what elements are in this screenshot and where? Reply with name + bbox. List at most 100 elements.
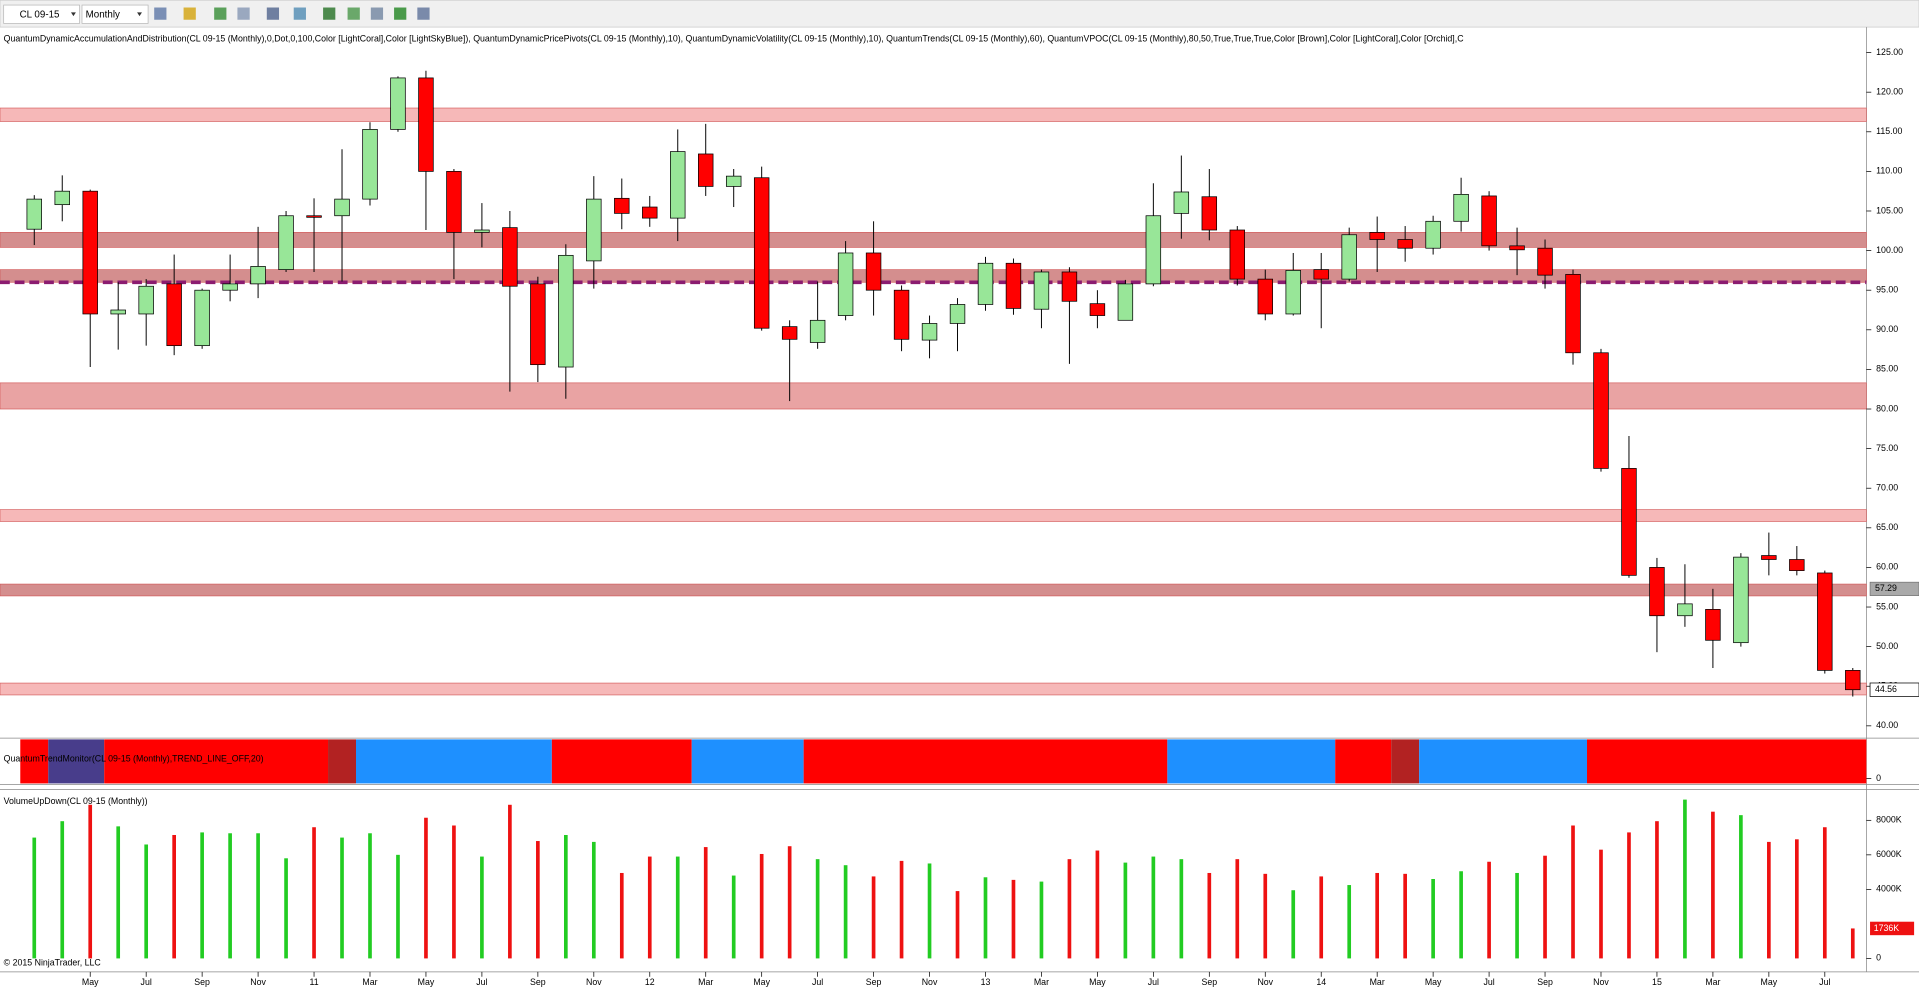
trend-segment [803,739,1168,784]
volume-bar [452,825,456,959]
candle-body [809,319,826,343]
volume-bar [1599,849,1603,959]
candle-body [1201,196,1218,231]
x-tick-label: Jul [141,977,152,987]
candle-body [194,289,210,347]
trend-panel-title: QuantumTrendMonitor(CL 09-15 (Monthly),T… [4,753,264,763]
candle-body [1705,609,1721,641]
tool-icon[interactable] [347,7,360,20]
price-marker-label: 57.29 [1875,583,1897,593]
y-tick-label: 6000K [1876,849,1902,859]
tool-icon[interactable] [394,7,407,20]
y-tick-label: 40.00 [1876,720,1898,730]
candle-body [614,197,630,214]
trend-monitor [20,739,1867,784]
volume-bar [32,837,37,959]
volume-bar [759,853,764,959]
tool-icon[interactable] [323,7,336,20]
candle-body [1621,468,1637,576]
candle-body [418,77,434,172]
instrument[interactable]: CL 09-15 [20,9,60,20]
price-zone [0,382,1867,410]
volume-bar [256,833,260,959]
trend-segment [1391,739,1420,784]
price-zone [0,682,1867,696]
volume-bar [396,854,400,959]
volume-bar [1179,859,1184,959]
volume-bar [480,856,484,959]
volume [32,799,1855,959]
candle-body [1089,303,1106,316]
volume-bar [1207,872,1212,959]
volume-bar [1487,861,1491,959]
x-tick-label: Mar [1034,977,1049,987]
candle-body [1369,232,1385,240]
trend-segment [48,739,105,784]
candle-body [250,266,266,285]
x-tick-label: Mar [698,977,713,987]
tool-icon[interactable] [370,7,384,20]
volume-bar [1711,811,1715,959]
volume-bar [703,847,708,959]
y-tick-label: 75.00 [1876,443,1898,453]
y-tick-label: 90.00 [1876,324,1898,334]
candle-body [1761,555,1777,560]
candle-body [1817,572,1833,671]
x-tick-label: May [418,977,435,987]
y-tick-label: 85.00 [1876,364,1898,374]
volume-bar [1263,873,1268,959]
volume-bar [1459,871,1463,959]
zones [0,107,1867,696]
x-tick-label: Jul [476,977,487,987]
tool-icon[interactable] [237,7,250,20]
x-tick-label: Mar [1705,977,1720,987]
trend-segment [691,739,804,784]
y-tick-label: 70.00 [1876,483,1898,493]
candle-body [1677,603,1693,617]
candle-body [1285,270,1301,315]
tool-icon[interactable] [214,7,227,20]
volume-bar [424,817,428,959]
candle-body [1033,271,1050,310]
x-tick-label: Jul [812,977,823,987]
tool-icon[interactable] [293,7,306,20]
volume-bar [899,860,904,959]
volume-bar [60,821,65,959]
volume-bar [871,876,876,959]
trend-segment [1167,739,1336,784]
candle-body [1425,220,1441,249]
instrument-selector[interactable] [3,4,80,24]
tool-icon[interactable] [154,7,167,20]
x-tick-label: 15 [1652,977,1662,987]
volume-bar [1850,928,1855,959]
x-tick-label: Mar [1370,977,1385,987]
volume-bar [1319,876,1324,959]
y-tick-label: 100.00 [1876,245,1903,255]
dropdown-arrow [137,12,142,17]
candle-body [725,175,742,187]
tool-icon[interactable] [417,7,430,20]
y-tick-label: 105.00 [1876,205,1903,215]
volume-bar [1375,872,1380,959]
volume-bar [675,856,680,959]
volume-bar [88,804,93,959]
last-volume-label: 1736K [1874,923,1900,933]
x-tick-label: Jul [1148,977,1159,987]
period-selector[interactable] [81,4,149,24]
x-tick-label: Mar [362,977,377,987]
candle-body [781,326,798,340]
volume-bar [1627,832,1631,959]
tool-icon[interactable] [183,7,196,20]
trend-segment [356,739,552,784]
y-tick-label: 55.00 [1876,601,1898,611]
tool-icon[interactable] [266,7,280,20]
period[interactable]: Monthly [86,9,120,20]
x-tick-label: 11 [309,977,318,987]
candle-body [949,304,966,324]
volume-bar [200,832,204,959]
volume-bar [1235,859,1240,959]
y-tick-label: 65.00 [1876,522,1898,532]
volume-bar [1123,862,1128,959]
candle-body [753,177,770,329]
volume-bar [508,804,512,959]
